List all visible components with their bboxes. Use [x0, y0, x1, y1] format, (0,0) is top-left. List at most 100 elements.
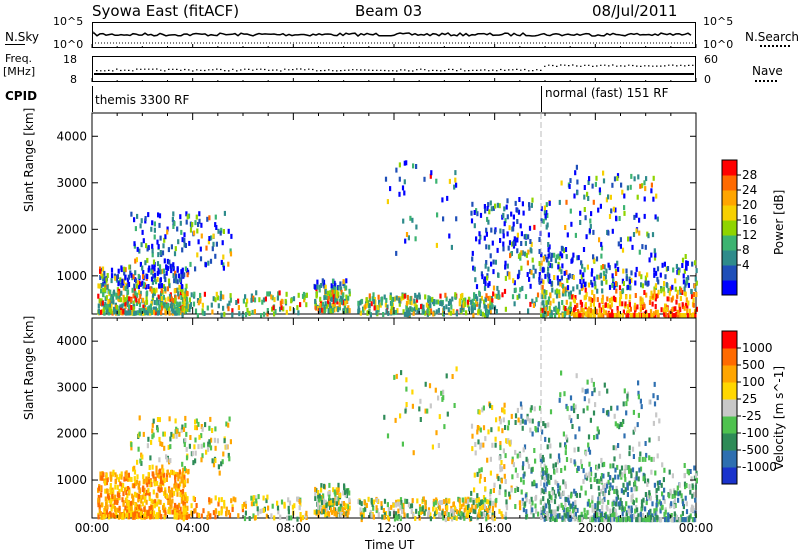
echo-cell	[644, 275, 647, 281]
echo-cell	[565, 434, 568, 440]
echo-cell	[102, 307, 105, 313]
echo-cell	[528, 202, 531, 208]
echo-cell	[219, 230, 222, 236]
echo-cell	[217, 464, 220, 470]
echo-cell	[158, 506, 161, 512]
echo-cell	[152, 273, 155, 279]
echo-cell	[643, 303, 646, 309]
echo-cell	[136, 213, 139, 219]
echo-cell	[201, 302, 204, 308]
echo-cell	[209, 258, 213, 264]
echo-cell	[516, 219, 519, 224]
echo-cell	[167, 487, 171, 493]
echo-cell	[417, 307, 421, 313]
echo-cell	[496, 202, 499, 208]
echo-cell	[479, 427, 482, 433]
echo-cell	[484, 281, 487, 287]
echo-cell	[573, 312, 576, 318]
echo-cell	[435, 497, 438, 503]
echo-cell	[554, 462, 557, 468]
echo-cell	[241, 507, 244, 513]
echo-cell	[631, 446, 635, 452]
echo-cell	[223, 210, 226, 216]
echo-cell	[220, 312, 223, 318]
echo-cell	[520, 231, 523, 237]
echo-cell	[109, 489, 112, 495]
echo-cell	[565, 513, 568, 519]
echo-cell	[210, 437, 213, 443]
echo-cell	[297, 496, 300, 502]
echo-cell	[578, 426, 581, 432]
echo-cell	[198, 434, 201, 440]
echo-cell	[463, 497, 466, 503]
echo-cell	[270, 294, 273, 300]
echo-cell	[580, 463, 583, 469]
echo-cell	[647, 233, 650, 239]
echo-cell	[571, 294, 574, 300]
echo-cell	[261, 508, 264, 514]
echo-cell	[666, 283, 669, 289]
echo-cell	[491, 442, 494, 448]
echo-cell	[337, 307, 340, 313]
echo-cell	[134, 270, 137, 276]
echo-cell	[174, 246, 177, 252]
echo-cell	[629, 294, 632, 300]
echo-cell	[101, 266, 105, 272]
echo-cell	[336, 490, 339, 495]
echo-cell	[480, 467, 483, 473]
echo-cell	[147, 488, 150, 494]
echo-cell	[165, 477, 168, 482]
echo-cell	[192, 495, 195, 501]
echo-cell	[649, 508, 652, 514]
echo-cell	[285, 309, 288, 315]
echo-cell	[575, 492, 578, 498]
echo-cell	[168, 283, 171, 289]
echo-cell	[160, 478, 163, 484]
echo-cell	[546, 515, 549, 521]
echo-cell	[121, 303, 124, 309]
echo-cell	[158, 487, 161, 493]
echo-cell	[618, 313, 622, 319]
echo-cell	[543, 210, 546, 216]
echo-cell	[287, 505, 290, 511]
echo-cell	[325, 511, 328, 517]
nave-label: Nave	[752, 64, 783, 78]
echo-cell	[598, 509, 601, 514]
echo-cell	[535, 297, 538, 303]
echo-cell	[564, 442, 567, 448]
echo-cell	[655, 502, 658, 508]
echo-cell	[133, 469, 137, 475]
echo-cell	[565, 269, 568, 275]
echo-cell	[315, 293, 318, 299]
echo-cell	[136, 292, 139, 298]
echo-cell	[583, 513, 586, 518]
echo-cell	[473, 302, 476, 308]
echo-cell	[277, 509, 280, 515]
echo-cell	[183, 296, 186, 302]
echo-cell	[110, 267, 114, 273]
echo-cell	[648, 510, 651, 516]
echo-cell	[161, 305, 164, 311]
echo-cell	[545, 300, 548, 306]
echo-cell	[139, 281, 142, 287]
echo-cell	[547, 296, 551, 302]
echo-cell	[592, 381, 595, 387]
echo-cell	[638, 249, 641, 255]
echo-cell	[472, 508, 475, 514]
echo-cell	[589, 218, 592, 224]
echo-cell	[331, 308, 335, 313]
echo-cell	[129, 501, 132, 507]
echo-cell	[619, 497, 622, 503]
echo-cell	[437, 307, 440, 313]
echo-cell	[338, 305, 341, 311]
echo-cell	[520, 250, 523, 256]
echo-cell	[479, 212, 483, 218]
echo-cell	[597, 463, 601, 469]
echo-cell	[458, 508, 462, 514]
echo-cell	[629, 184, 632, 190]
echo-cell	[671, 517, 674, 523]
echo-cell	[574, 504, 577, 510]
echo-cell	[611, 273, 614, 279]
echo-cell	[503, 473, 506, 479]
echo-cell	[126, 501, 129, 507]
